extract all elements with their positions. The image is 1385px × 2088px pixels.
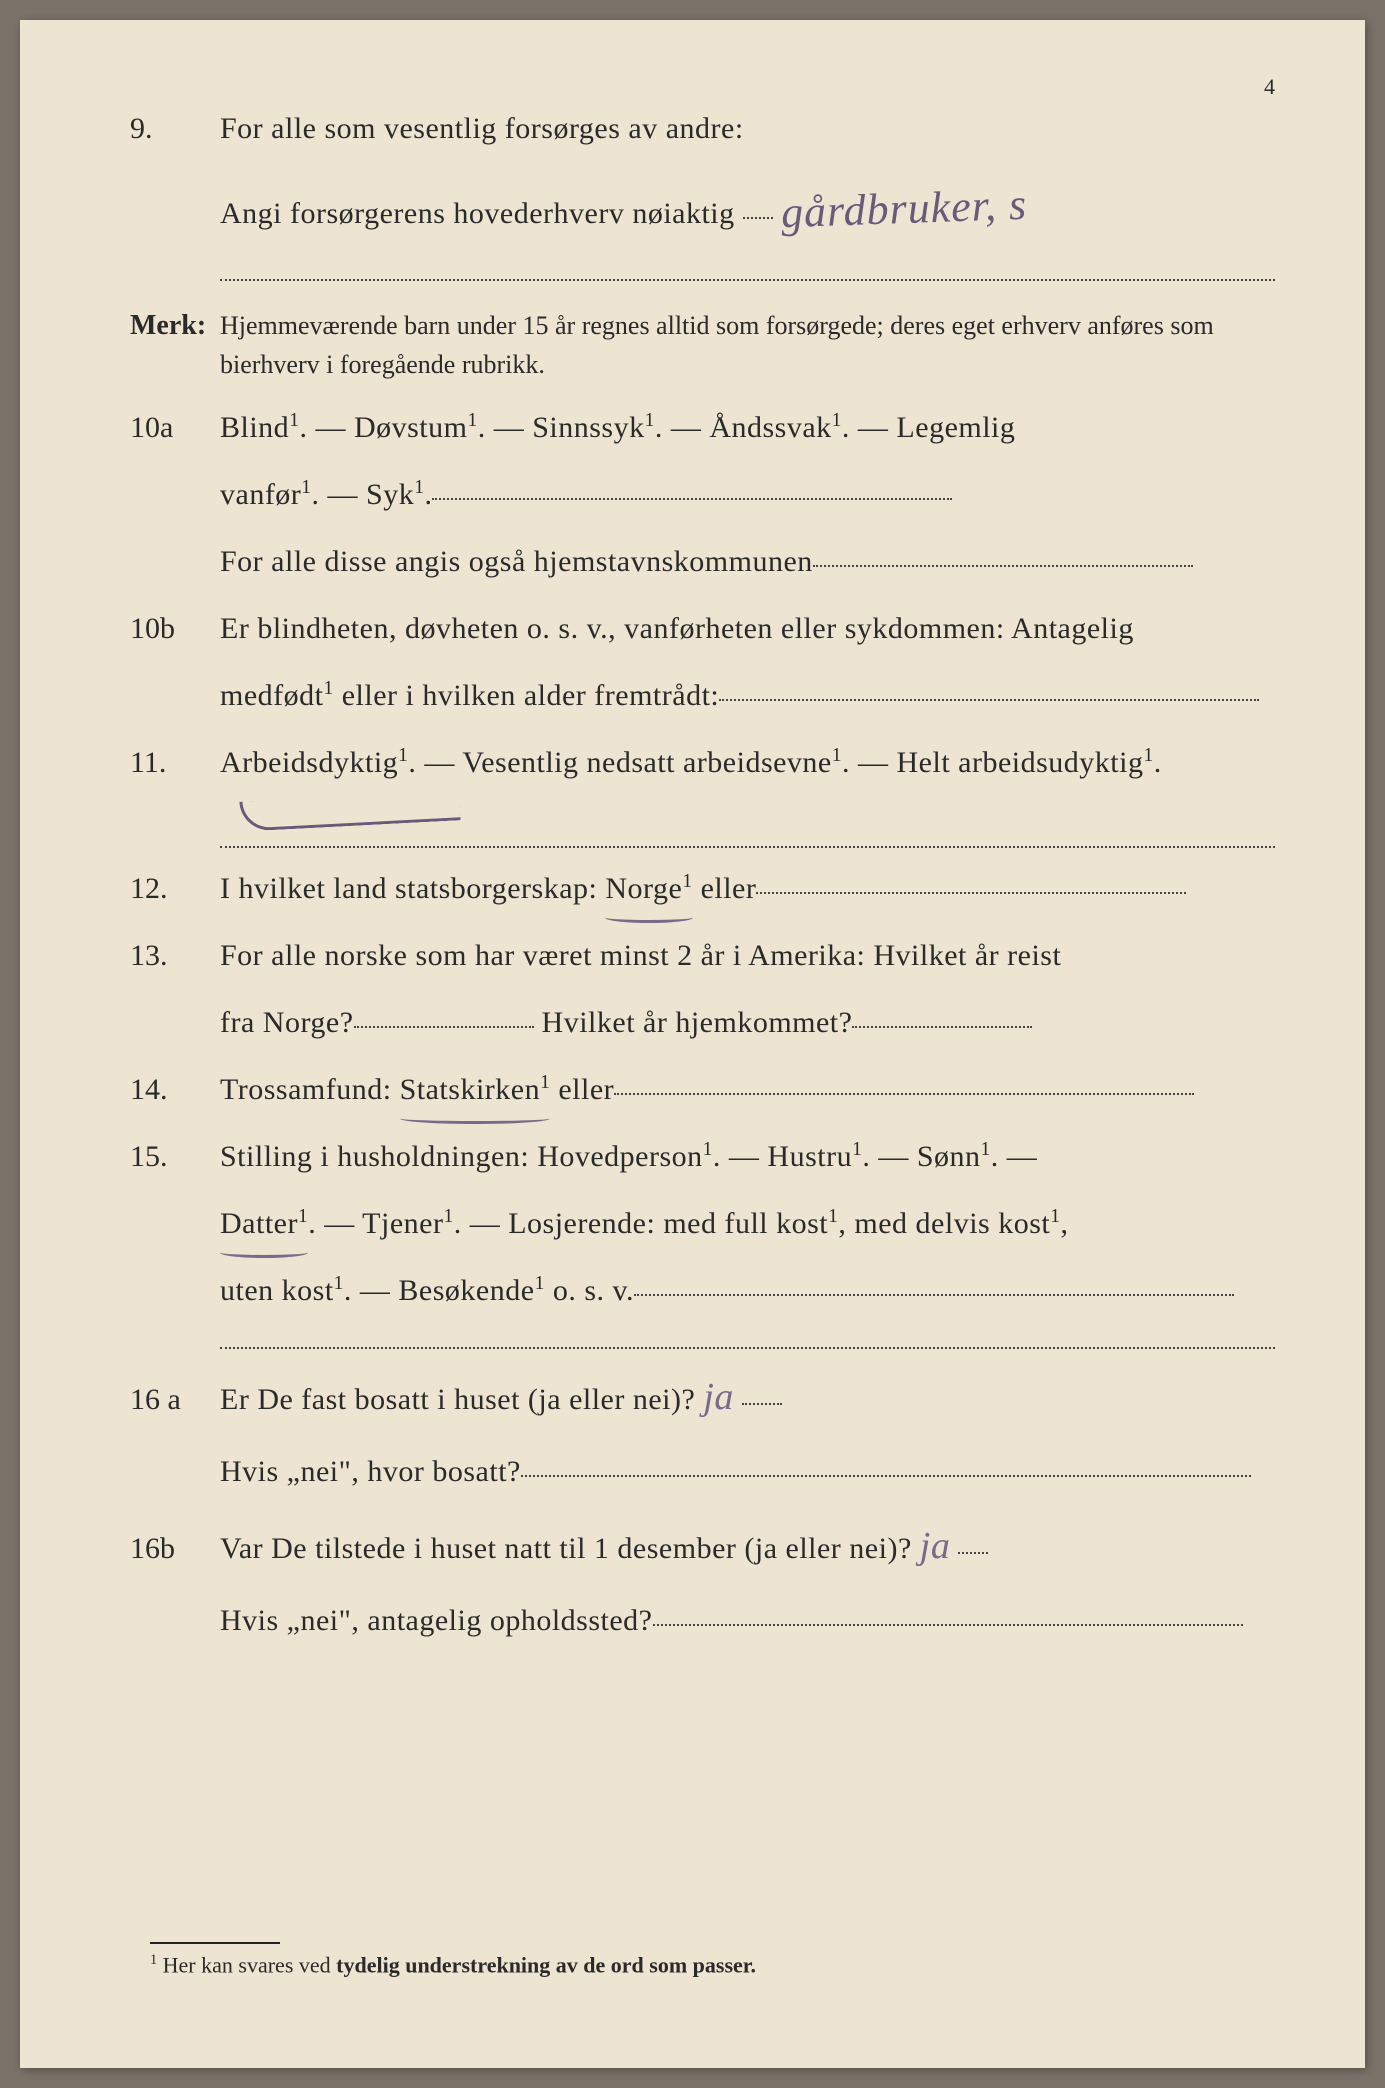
merk-text: Hjemmeværende barn under 15 år regnes al…	[220, 306, 1275, 384]
q9-content: For alle som vesentlig forsørges av andr…	[220, 100, 1275, 157]
question-12: 12. I hvilket land statsborgerskap: Norg…	[130, 860, 1275, 917]
q15-datter-underlined: Datter1	[220, 1195, 308, 1252]
q12-number: 12.	[130, 860, 220, 917]
divider	[220, 846, 1275, 848]
q9-number: 9.	[130, 100, 220, 157]
question-15: 15. Stilling i husholdningen: Hovedperso…	[130, 1128, 1275, 1185]
q13-number: 13.	[130, 927, 220, 984]
footnote: 1 Her kan svares ved tydelig understrekn…	[150, 1942, 756, 1978]
question-14: 14. Trossamfund: Statskirken1 eller	[130, 1061, 1275, 1118]
q16a-answer: ja	[703, 1361, 734, 1433]
q9-line1: For alle som vesentlig forsørges av andr…	[220, 112, 744, 145]
q10b-line1: Er blindheten, døvheten o. s. v., vanfør…	[220, 600, 1275, 657]
question-11: 11. Arbeidsdyktig1. — Vesentlig nedsatt …	[130, 734, 1275, 791]
q10a-line3: For alle disse angis også hjemstavnskomm…	[220, 545, 813, 578]
q16b-answer: ja	[920, 1510, 951, 1582]
q16a-number: 16 a	[130, 1371, 220, 1428]
question-13: 13. For alle norske som har været minst …	[130, 927, 1275, 984]
q11-number: 11.	[130, 734, 220, 791]
q9-line2-prefix: Angi forsørgerens hovederhverv nøiaktig	[220, 197, 735, 230]
question-10b: 10b Er blindheten, døvheten o. s. v., va…	[130, 600, 1275, 657]
question-16a: 16 a Er De fast bosatt i huset (ja eller…	[130, 1361, 1275, 1433]
question-10a: 10a Blind1. — Døvstum1. — Sinnssyk1. — Å…	[130, 399, 1275, 456]
page-corner-number: 4	[1264, 74, 1275, 100]
q12-norge-underlined: Norge1	[605, 860, 692, 917]
q15-number: 15.	[130, 1128, 220, 1185]
question-9-line2: Angi forsørgerens hovederhverv nøiaktig …	[130, 167, 1275, 251]
q14-number: 14.	[130, 1061, 220, 1118]
divider	[220, 1347, 1275, 1349]
handwritten-swoosh	[239, 790, 460, 831]
q10b-number: 10b	[130, 600, 220, 657]
census-form-page: 4 9. For alle som vesentlig forsørges av…	[20, 20, 1365, 2068]
merk-note: Merk: Hjemmeværende barn under 15 år reg…	[130, 306, 1275, 384]
merk-label: Merk:	[130, 310, 220, 342]
question-16b: 16b Var De tilstede i huset natt til 1 d…	[130, 1510, 1275, 1582]
q13-line1: For alle norske som har været minst 2 år…	[220, 927, 1275, 984]
q14-statskirken-underlined: Statskirken1	[400, 1061, 551, 1118]
question-9: 9. For alle som vesentlig forsørges av a…	[130, 100, 1275, 157]
q9-handwritten-answer: gårdbruker, s	[779, 163, 1028, 255]
q10a-number: 10a	[130, 399, 220, 456]
divider	[220, 279, 1275, 281]
q16b-number: 16b	[130, 1520, 220, 1577]
